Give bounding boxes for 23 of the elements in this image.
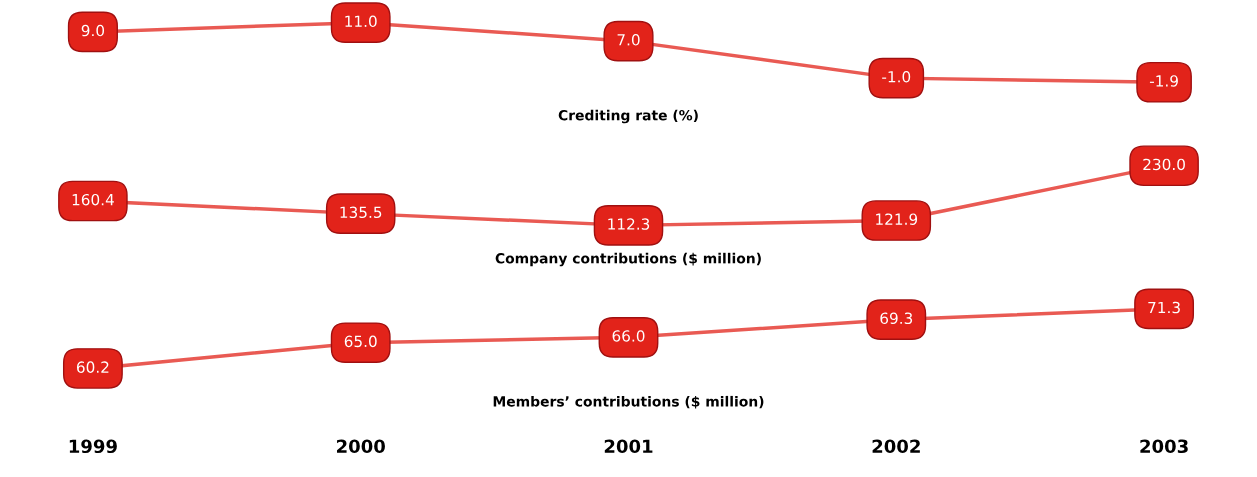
data-label: 121.9 [876,213,918,225]
x-tick-label: 2002 [872,439,920,454]
data-label: 11.0 [345,15,377,28]
x-tick-label: 2000 [337,439,385,454]
data-label: 7.0 [617,34,640,46]
data-label: 69.3 [880,312,913,325]
data-label: 160.4 [72,193,114,206]
x-tick-label: 2001 [604,439,653,454]
data-label: 60.2 [76,361,109,373]
data-label: 66.0 [612,330,645,342]
text: Members’ contributions ($ million) [493,395,764,409]
x-tick-label: 2003 [1140,439,1188,454]
data-label: 230.0 [1143,158,1185,171]
data-label: 65.0 [344,335,377,348]
data-label: -1.9 [1149,75,1178,87]
data-label: 9.0 [81,24,105,37]
data-label: -1.0 [882,71,911,83]
data-label: 71.3 [1148,301,1180,314]
x-tick-label: 1999 [69,439,117,454]
data-label: 135.5 [340,206,382,219]
data-label: 112.3 [608,218,650,230]
text: Company contributions ($ million) [495,252,761,267]
text: Crediting rate (%) [558,109,698,124]
